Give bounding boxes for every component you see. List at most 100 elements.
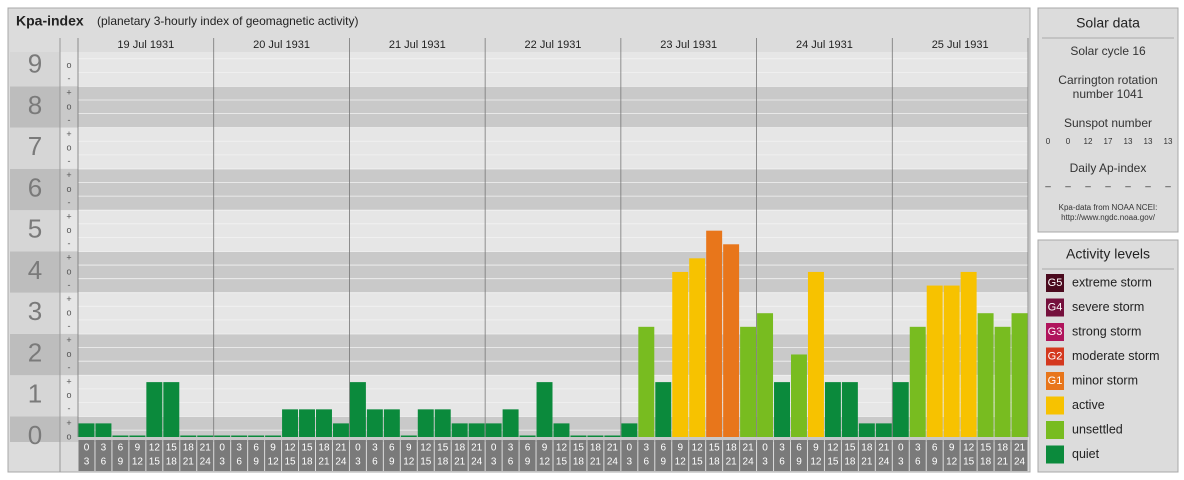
x-label-cell <box>1011 440 1028 471</box>
bar <box>977 313 994 437</box>
x-tick-label: 21 <box>743 443 755 454</box>
x-label-cell <box>655 440 672 471</box>
x-tick-label: 15 <box>573 443 585 454</box>
day-label: 22 Jul 1931 <box>525 39 582 51</box>
bar <box>349 382 366 437</box>
legend-label: minor storm <box>1072 373 1138 387</box>
x-label-cell <box>706 440 723 471</box>
bar <box>740 326 757 437</box>
x-tick-label: 6 <box>253 443 259 454</box>
minor-tick-label: - <box>68 197 71 207</box>
bar <box>95 423 112 437</box>
legend-label: active <box>1072 398 1105 412</box>
x-label-cell <box>383 440 400 471</box>
x-tick-label: 3 <box>627 457 633 468</box>
legend-label: severe storm <box>1072 300 1144 314</box>
sunspot-value: 0 <box>1066 137 1071 146</box>
x-label-cell <box>163 440 180 471</box>
x-label-cell <box>485 440 502 471</box>
x-tick-label: 21 <box>1014 443 1026 454</box>
grid-band <box>10 416 1028 442</box>
x-label-cell <box>417 440 434 471</box>
x-label-cell <box>248 440 265 471</box>
x-tick-label: 24 <box>1014 457 1026 468</box>
ap-value: – <box>1065 182 1071 193</box>
x-tick-label: 15 <box>709 443 721 454</box>
x-tick-label: 15 <box>420 457 432 468</box>
x-tick-label: 9 <box>813 443 819 454</box>
x-tick-label: 3 <box>915 443 921 454</box>
x-label-cell <box>672 440 689 471</box>
legend-label: moderate storm <box>1072 349 1160 363</box>
x-tick-label: 0 <box>898 443 904 454</box>
x-tick-label: 24 <box>471 457 483 468</box>
minor-tick-label: o <box>66 143 71 153</box>
minor-tick-label: + <box>66 418 71 428</box>
legend-label: strong storm <box>1072 324 1141 338</box>
x-tick-label: 21 <box>590 457 602 468</box>
legend-code: G5 <box>1048 277 1063 289</box>
bar <box>468 423 485 437</box>
bar <box>807 271 824 437</box>
bar <box>621 423 638 437</box>
x-label-cell <box>299 440 315 471</box>
x-label-cell <box>994 440 1011 471</box>
x-tick-label: 12 <box>692 443 704 454</box>
axis-band <box>10 251 60 293</box>
x-label-cell <box>791 440 807 471</box>
y-tick-label: 2 <box>28 337 42 367</box>
x-tick-label: 21 <box>335 443 347 454</box>
minor-tick-label: + <box>66 335 71 345</box>
y-tick-label: 5 <box>28 214 42 244</box>
x-tick-label: 0 <box>219 443 225 454</box>
x-tick-label: 18 <box>709 457 721 468</box>
x-tick-label: 6 <box>118 443 124 454</box>
x-label-cell <box>909 440 926 471</box>
x-tick-label: 9 <box>796 457 802 468</box>
x-label-cell <box>807 440 824 471</box>
x-tick-label: 3 <box>355 457 361 468</box>
bar <box>519 435 536 437</box>
x-tick-label: 24 <box>878 457 890 468</box>
x-label-cell <box>689 440 706 471</box>
x-tick-label: 18 <box>590 443 602 454</box>
minor-tick-label: o <box>66 225 71 235</box>
x-tick-label: 15 <box>692 457 704 468</box>
bar <box>282 409 299 437</box>
minor-tick-label: o <box>66 60 71 70</box>
x-tick-label: 6 <box>101 457 107 468</box>
minor-tick-label: o <box>66 266 71 276</box>
x-label-cell <box>451 440 468 471</box>
x-tick-label: 18 <box>318 443 330 454</box>
minor-tick-label: - <box>68 239 71 249</box>
bar <box>485 423 502 437</box>
x-tick-label: 18 <box>454 443 466 454</box>
x-label-cell <box>519 440 536 471</box>
x-tick-label: 12 <box>946 457 958 468</box>
legend-code: G1 <box>1048 375 1063 387</box>
bar <box>146 382 163 437</box>
x-tick-label: 3 <box>491 457 497 468</box>
carrington: Carrington rotation <box>1058 73 1157 87</box>
x-label-cell <box>366 440 383 471</box>
bar <box>129 435 146 437</box>
x-label-cell <box>536 440 553 471</box>
x-tick-label: 15 <box>301 443 313 454</box>
bar <box>604 435 621 437</box>
x-label-cell <box>960 440 977 471</box>
sunspot-value: 0 <box>1046 137 1051 146</box>
x-label-cell <box>502 440 519 471</box>
sunspot-value: 13 <box>1144 137 1153 146</box>
x-tick-label: 15 <box>844 443 856 454</box>
x-tick-label: 24 <box>743 457 755 468</box>
legend-code: G4 <box>1048 301 1063 313</box>
bar <box>672 271 689 437</box>
minor-tick-label: - <box>68 156 71 166</box>
x-label-cell <box>265 440 282 471</box>
activity-title: Activity levels <box>1066 246 1150 262</box>
bar <box>706 230 723 437</box>
x-label-cell <box>112 440 129 471</box>
y-tick-label: 4 <box>28 255 42 285</box>
x-tick-label: 21 <box>726 457 738 468</box>
